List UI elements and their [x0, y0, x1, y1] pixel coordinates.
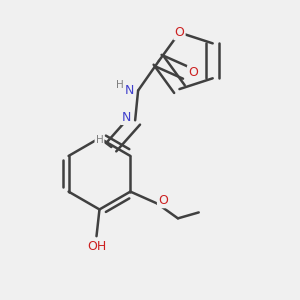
Text: O: O [175, 26, 184, 39]
Text: O: O [158, 194, 168, 207]
Text: H: H [96, 135, 103, 145]
Text: N: N [122, 111, 131, 124]
Text: N: N [124, 84, 134, 97]
Text: H: H [116, 80, 124, 90]
Text: O: O [188, 66, 198, 79]
Text: OH: OH [87, 240, 106, 253]
